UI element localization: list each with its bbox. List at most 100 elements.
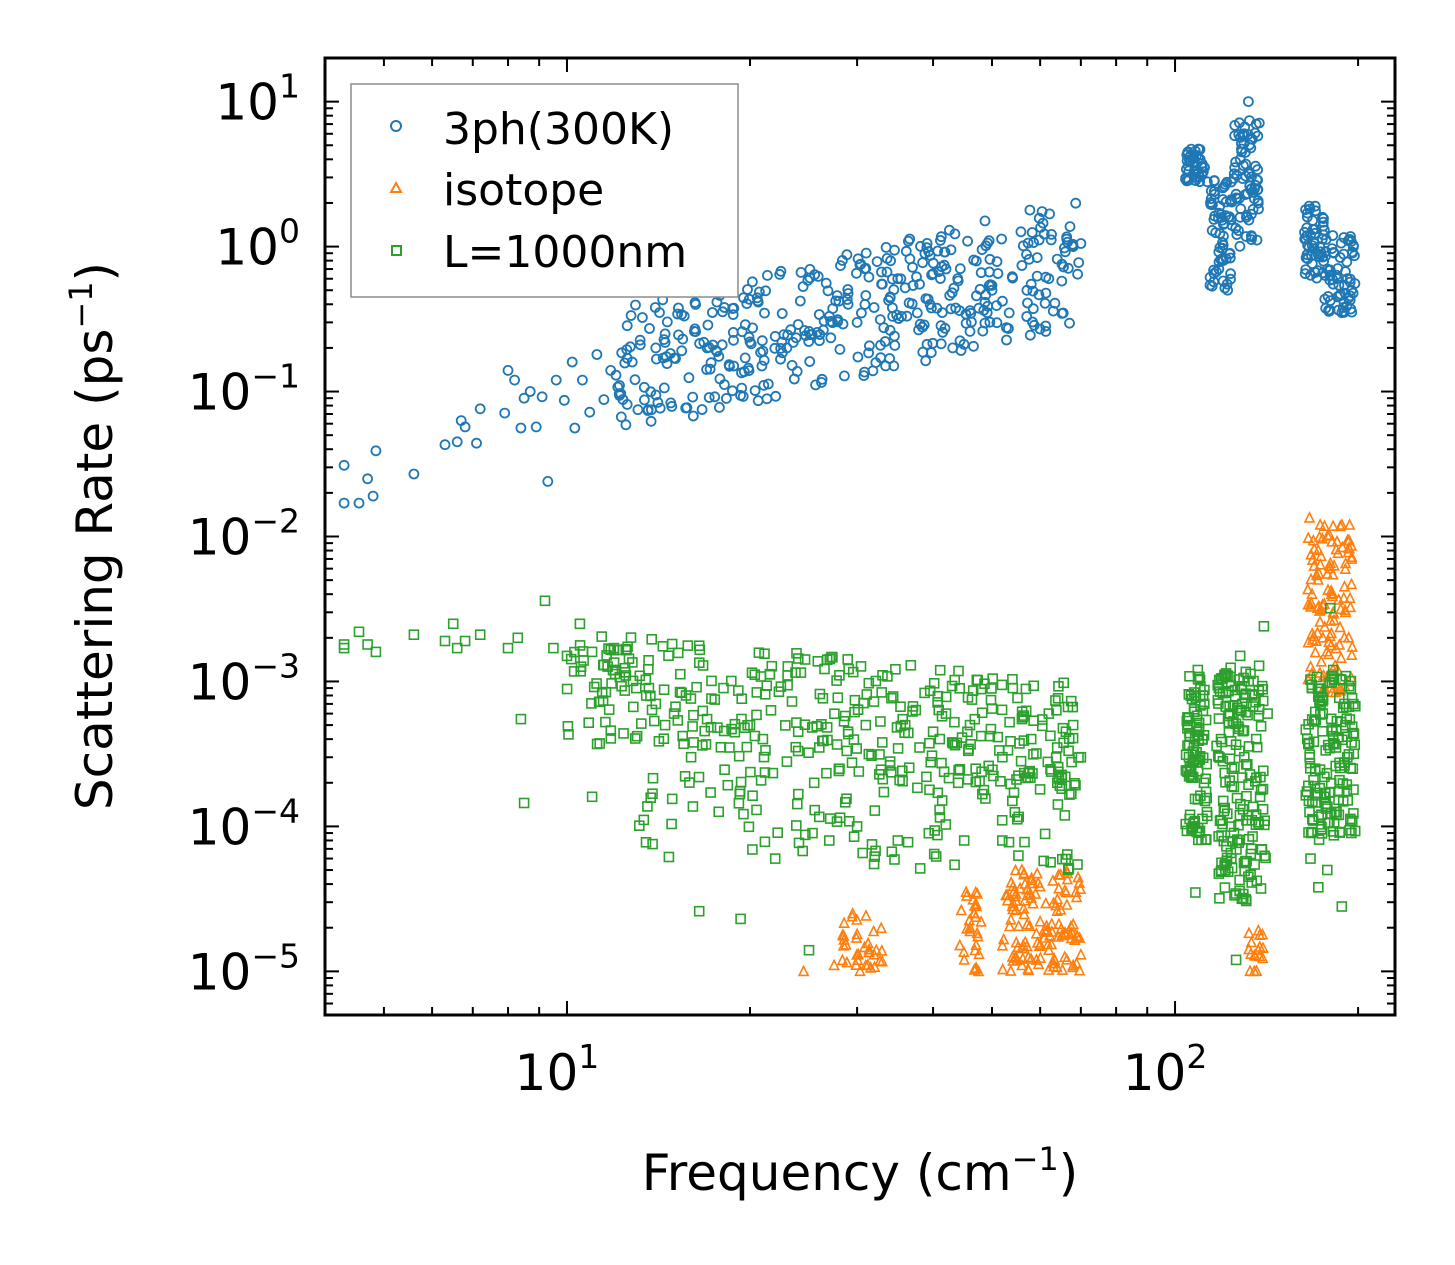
point-3ph (1046, 228, 1057, 240)
point-boundary (1222, 808, 1233, 820)
point-3ph (621, 352, 633, 364)
point-boundary (688, 709, 699, 721)
point-boundary (860, 719, 872, 731)
x-tick-labels: 101 102 (515, 1037, 1208, 1102)
point-boundary (869, 851, 881, 862)
point-3ph (864, 340, 875, 352)
point-boundary (646, 633, 658, 645)
point-boundary (1059, 810, 1071, 821)
point-boundary (1219, 882, 1231, 893)
point-boundary (843, 815, 855, 827)
point-boundary (1188, 703, 1200, 715)
point-3ph (955, 345, 967, 356)
point-boundary (719, 764, 730, 776)
point-3ph (1344, 290, 1356, 302)
point-3ph (1225, 268, 1236, 280)
point-boundary (705, 787, 716, 798)
point-boundary (1038, 855, 1049, 867)
point-3ph (665, 397, 677, 409)
point-3ph (629, 374, 641, 386)
point-isotope (1334, 620, 1346, 633)
point-3ph (965, 307, 977, 319)
point-isotope (1342, 533, 1354, 546)
point-isotope (1316, 532, 1329, 544)
point-boundary (1243, 675, 1254, 687)
point-isotope (997, 932, 1010, 945)
point-boundary (700, 739, 712, 750)
point-boundary (1331, 806, 1342, 818)
point-boundary (1239, 865, 1250, 877)
point-boundary (795, 667, 807, 678)
point-isotope (955, 903, 968, 916)
point-isotope (1318, 519, 1331, 531)
point-3ph (736, 367, 747, 379)
point-3ph (797, 281, 809, 293)
point-isotope (1053, 881, 1065, 894)
point-boundary (996, 679, 1008, 691)
point-isotope (1321, 644, 1333, 657)
point-boundary (1314, 782, 1325, 794)
point-3ph (775, 353, 786, 365)
legend-marker-3ph (390, 120, 402, 132)
point-isotope (1042, 963, 1055, 975)
point-boundary (849, 706, 860, 718)
point-3ph (703, 392, 715, 403)
point-3ph (1217, 242, 1228, 254)
point-3ph (550, 374, 562, 386)
point-boundary (790, 820, 802, 831)
point-3ph (474, 403, 486, 415)
point-isotope (1325, 638, 1337, 651)
point-boundary (765, 704, 777, 716)
point-3ph (855, 258, 867, 270)
point-3ph (1224, 248, 1235, 260)
point-isotope (1245, 935, 1258, 948)
point-boundary (670, 701, 681, 713)
point-boundary (643, 654, 654, 666)
point-3ph (758, 354, 770, 366)
point-3ph (499, 407, 511, 419)
point-boundary (1067, 732, 1079, 744)
point-3ph (1021, 311, 1033, 322)
point-3ph (925, 347, 937, 359)
point-isotope (1034, 879, 1046, 892)
point-isotope (851, 948, 863, 960)
point-isotope (1250, 964, 1263, 976)
point-boundary (894, 774, 905, 786)
point-3ph (1036, 206, 1048, 218)
point-boundary (838, 715, 850, 727)
point-3ph (776, 347, 788, 359)
point-boundary (808, 777, 820, 789)
point-3ph (745, 338, 757, 350)
point-3ph (680, 402, 692, 414)
point-3ph (904, 253, 916, 265)
point-boundary (718, 725, 730, 737)
point-boundary (839, 796, 851, 808)
point-boundary (758, 751, 770, 763)
point-boundary (1219, 802, 1230, 814)
point-boundary (1325, 602, 1336, 614)
point-isotope (970, 899, 983, 912)
point-3ph (1247, 186, 1258, 198)
point-boundary (706, 675, 717, 687)
point-3ph (762, 269, 773, 281)
point-boundary (882, 671, 893, 682)
point-3ph (471, 437, 482, 449)
point-boundary (1184, 727, 1195, 739)
point-boundary (790, 741, 802, 753)
point-boundary (759, 836, 771, 848)
point-boundary (1237, 804, 1249, 815)
point-isotope (1017, 902, 1030, 914)
point-isotope (876, 954, 888, 967)
point-boundary (1235, 798, 1246, 810)
point-3ph (615, 388, 627, 400)
point-3ph (1244, 180, 1256, 192)
point-boundary (1255, 771, 1266, 783)
point-boundary (1057, 853, 1068, 865)
point-boundary (1336, 901, 1348, 912)
point-3ph (1072, 268, 1083, 280)
point-boundary (1313, 691, 1324, 702)
point-boundary (1243, 779, 1254, 791)
point-boundary (897, 713, 909, 725)
point-3ph (1064, 317, 1075, 329)
point-boundary (996, 704, 1008, 716)
